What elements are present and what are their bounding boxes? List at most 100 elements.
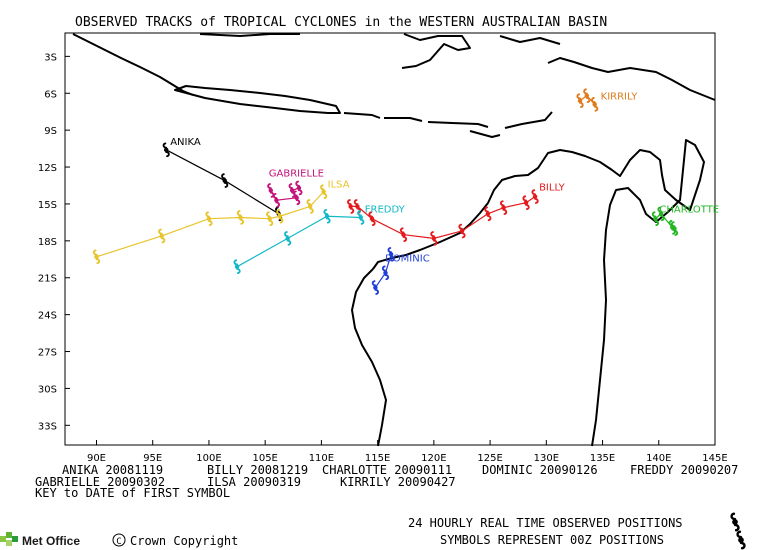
brand-name: Met Office	[22, 534, 80, 548]
met-office-logo-mark	[0, 532, 18, 546]
cyclone-symbol-key	[730, 512, 746, 550]
cyclone-symbol	[531, 189, 539, 204]
lon-tick-label: 110E	[309, 453, 334, 464]
cyclone-symbol	[399, 227, 408, 243]
key-entry: ILSA 20090319	[207, 475, 301, 489]
key-entry: ANIKA 20081119	[62, 463, 163, 477]
lon-tick-label: 135E	[590, 453, 615, 464]
cyclone-symbol	[381, 265, 390, 281]
track-ilsa: ILSA	[92, 180, 350, 265]
storm-label-billy: BILLY	[539, 183, 566, 194]
cyclone-symbol	[357, 210, 365, 225]
cyclone-symbol	[371, 280, 379, 295]
track-gabrielle: GABRIELLE	[267, 168, 324, 208]
storm-label-anika: ANIKA	[170, 137, 201, 148]
track-freddy: FREDDY	[233, 204, 406, 274]
storm-label-gabrielle: GABRIELLE	[269, 168, 324, 179]
lat-tick-label: 3S	[44, 52, 57, 63]
storm-label-freddy: FREDDY	[365, 204, 406, 215]
legend-line-1: 24 HOURLY REAL TIME OBSERVED POSITIONS	[408, 516, 683, 530]
cyclone-symbol	[162, 142, 170, 158]
lon-tick-label: 120E	[421, 453, 446, 464]
key-entry: KIRRILY 20090427	[340, 475, 456, 489]
lon-tick-label: 130E	[534, 453, 559, 464]
storm-label-ilsa: ILSA	[328, 180, 350, 191]
coastline-java	[174, 85, 341, 114]
track-line	[236, 215, 361, 268]
lat-tick-label: 27S	[38, 348, 57, 359]
key-entry: CHARLOTTE 20090111	[322, 463, 452, 477]
cyclone-symbol	[284, 231, 292, 246]
coastline-lesser-sunda	[343, 111, 553, 138]
coastline-new-guinea	[547, 57, 716, 101]
cyclone-symbol	[736, 530, 746, 550]
copyright-symbol: C	[116, 537, 121, 547]
lon-tick-label: 90E	[87, 453, 106, 464]
coastline-sulawesi	[401, 33, 471, 69]
copyright-notice: C Crown Copyright	[112, 533, 238, 548]
cyclone-symbol	[576, 93, 584, 108]
cyclone-symbol	[651, 211, 659, 227]
lat-tick-label: 21S	[38, 274, 57, 285]
track-line	[96, 191, 325, 258]
lon-tick-label: 125E	[477, 453, 502, 464]
lat-tick-label: 9S	[44, 126, 57, 137]
cyclone-symbol	[233, 259, 241, 274]
coastline-west-australia	[351, 268, 387, 447]
cyclone-symbol	[158, 228, 166, 244]
cyclone-symbol	[306, 199, 314, 214]
axis-ticks: 90E 95E 100E 105E 110E 115E 120E 125E 130E 135E 14…	[38, 52, 728, 464]
lon-tick-label: 145E	[702, 453, 727, 464]
cyclone-symbol	[522, 195, 530, 211]
storm-key: ANIKA 20081119 BILLY 20081219 CHARLOTTE 20…	[35, 463, 738, 489]
cyclone-symbol	[368, 211, 376, 227]
cyclone-symbol	[458, 223, 466, 239]
map-frame	[64, 32, 716, 446]
cyclone-symbol	[92, 249, 101, 265]
cyclone-symbol	[205, 211, 213, 227]
cyclone-symbol	[323, 208, 331, 224]
track-dominic: DOMINIC	[371, 247, 430, 295]
cyclone-symbol	[347, 199, 355, 214]
cyclone-symbol	[276, 208, 284, 224]
cyclone-symbol	[583, 88, 591, 104]
coastline-borneo	[199, 33, 300, 37]
track-billy: BILLY	[347, 183, 566, 246]
lat-tick-label: 12S	[38, 163, 57, 174]
track-charlotte: CHARLOTTE	[651, 205, 719, 236]
track-kirrily: KIRRILY	[576, 88, 639, 112]
cyclone-symbol	[670, 221, 679, 236]
lon-tick-label: 115E	[365, 453, 390, 464]
storm-label-kirrily: KIRRILY	[601, 91, 639, 102]
map-title: OBSERVED TRACKS of TROPICAL CYCLONES in …	[75, 15, 607, 30]
coastlines	[72, 33, 716, 447]
key-entry: BILLY 20081219	[207, 463, 308, 477]
cyclone-symbol	[288, 183, 296, 198]
cyclone-symbol	[657, 206, 665, 222]
cyclone-symbol	[430, 231, 438, 246]
track-line	[350, 196, 536, 239]
legend-line-2: SYMBOLS REPRESENT 00Z POSITIONS	[440, 533, 664, 547]
lat-tick-label: 18S	[38, 237, 57, 248]
key-entry: GABRIELLE 20090302	[35, 475, 165, 489]
cyclone-symbol	[272, 192, 281, 208]
cyclone-symbol	[320, 184, 328, 199]
lon-tick-label: 95E	[143, 453, 162, 464]
key-entry: FREDDY 20090207	[630, 463, 738, 477]
lat-tick-label: 15S	[38, 200, 57, 211]
cyclone-symbol	[499, 200, 508, 215]
key-entry: DOMINIC 20090126	[482, 463, 598, 477]
lon-tick-label: 105E	[252, 453, 277, 464]
lat-tick-label: 30S	[38, 384, 57, 395]
lat-tick-label: 6S	[44, 89, 57, 100]
lat-tick-label: 33S	[38, 421, 57, 432]
lon-tick-label: 100E	[196, 453, 221, 464]
lat-tick-label: 24S	[38, 311, 57, 322]
storm-tracks: ANIKA BILLY CHARLOTTE DOMINIC FREDDY GABRIELL…	[92, 88, 719, 295]
cyclone-symbol	[236, 210, 245, 225]
coastline-australia	[372, 139, 705, 447]
cyclone-symbol	[266, 211, 274, 227]
lon-tick-label: 140E	[646, 453, 671, 464]
cyclone-symbol	[221, 173, 229, 188]
